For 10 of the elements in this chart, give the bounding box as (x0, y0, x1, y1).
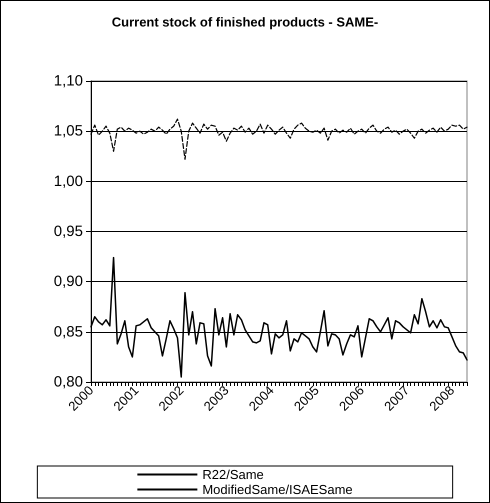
y-tick-label: 1,00 (54, 172, 83, 190)
y-tick-label: 0,80 (54, 374, 83, 390)
chart-title: Current stock of finished products - SAME- (112, 14, 378, 30)
y-tick-label: 1,05 (54, 122, 83, 140)
y-tick-label: 1,10 (54, 72, 83, 90)
y-tick-label: 0,90 (54, 273, 83, 290)
legend-label: ModifiedSame/ISAESame (202, 482, 353, 497)
y-tick-label: 0,95 (54, 223, 83, 240)
legend-label: R22/Same (202, 467, 264, 482)
y-tick-label: 0,85 (54, 323, 83, 340)
